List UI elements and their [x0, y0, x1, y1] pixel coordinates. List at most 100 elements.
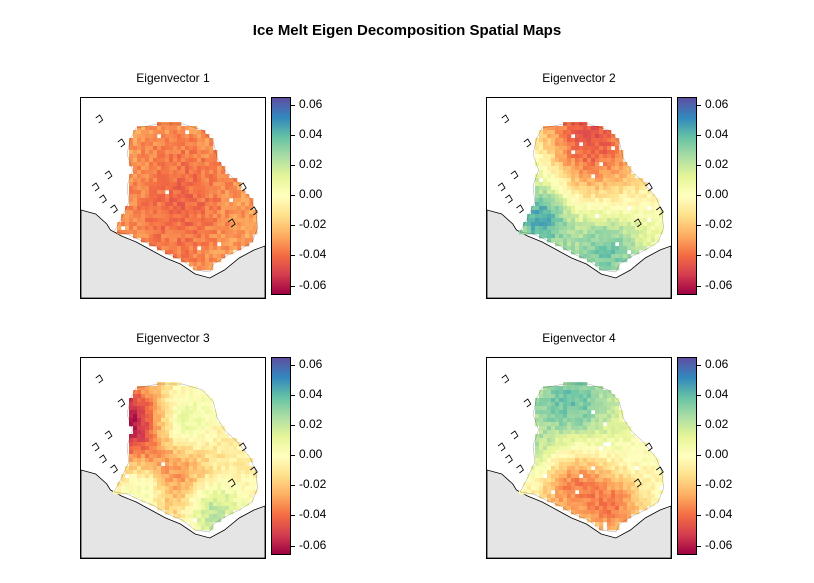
- heatmap-cell: [635, 222, 640, 227]
- heatmap-cell: [551, 166, 556, 171]
- heatmap-cell: [197, 206, 202, 211]
- heatmap-cell: [193, 478, 198, 483]
- heatmap-cell: [627, 194, 632, 199]
- heatmap-cell: [213, 218, 218, 223]
- heatmap-cell: [153, 414, 158, 419]
- heatmap-cell: [567, 506, 572, 511]
- heatmap-cell: [209, 218, 214, 223]
- heatmap-cell: [189, 434, 194, 439]
- heatmap-cell: [177, 218, 182, 223]
- heatmap-cell: [237, 246, 242, 251]
- heatmap-cell: [161, 142, 166, 147]
- heatmap-cell: [205, 522, 210, 527]
- heatmap-cell: [141, 206, 146, 211]
- heatmap-cell: [209, 174, 214, 179]
- heatmap-cell: [177, 154, 182, 159]
- heatmap-cell: [615, 254, 620, 259]
- heatmap-cell: [559, 178, 564, 183]
- heatmap-cell: [193, 194, 198, 199]
- heatmap-cell: [157, 394, 162, 399]
- heatmap-cell: [559, 450, 564, 455]
- heatmap-cell: [153, 130, 158, 135]
- heatmap-cell: [253, 222, 258, 227]
- heatmap-cell: [603, 218, 608, 223]
- heatmap-cell: [157, 490, 162, 495]
- heatmap-cell: [153, 454, 158, 459]
- heatmap-cell: [595, 190, 600, 195]
- heatmap-cell: [145, 470, 150, 475]
- heatmap-cell: [539, 186, 544, 191]
- heatmap-cell: [603, 410, 608, 415]
- heatmap-cell: [229, 454, 234, 459]
- heatmap-cell: [623, 510, 628, 515]
- heatmap-cell: [189, 190, 194, 195]
- heatmap-cell: [133, 494, 138, 499]
- heatmap-cell: [197, 466, 202, 471]
- heatmap-cell: [607, 478, 612, 483]
- heatmap-cell: [229, 190, 234, 195]
- heatmap-cell: [217, 482, 222, 487]
- chart-title: Ice Melt Eigen Decomposition Spatial Map…: [252, 22, 562, 39]
- heatmap-cell: [149, 470, 154, 475]
- heatmap-cell: [603, 190, 608, 195]
- heatmap-cell: [575, 138, 580, 143]
- heatmap-cell: [245, 214, 250, 219]
- heatmap-cell: [543, 454, 548, 459]
- heatmap-cell: [539, 422, 544, 427]
- heatmap-cell: [129, 422, 134, 427]
- heatmap-cell: [201, 482, 206, 487]
- heatmap-cell: [599, 478, 604, 483]
- heatmap-cell: [193, 434, 198, 439]
- heatmap-cell: [587, 210, 592, 215]
- heatmap-cell: [157, 238, 162, 243]
- heatmap-cell: [579, 454, 584, 459]
- heatmap-cell: [551, 214, 556, 219]
- heatmap-cell: [245, 478, 250, 483]
- heatmap-cell: [161, 174, 166, 179]
- heatmap-cell: [197, 398, 202, 403]
- heatmap-cell: [185, 170, 190, 175]
- heatmap-cell: [591, 494, 596, 499]
- heatmap-cell: [181, 450, 186, 455]
- heatmap-cell: [655, 494, 660, 499]
- heatmap-cell: [225, 182, 230, 187]
- heatmap-cell: [559, 394, 564, 399]
- heatmap-cell: [575, 130, 580, 135]
- heatmap-cell: [177, 398, 182, 403]
- heatmap-cell: [559, 482, 564, 487]
- heatmap-cell: [157, 438, 162, 443]
- heatmap-cell: [567, 382, 572, 387]
- heatmap-cell: [169, 146, 174, 151]
- heatmap-cell: [603, 130, 608, 135]
- heatmap-cell: [117, 490, 122, 495]
- heatmap-cell: [627, 210, 632, 215]
- heatmap-cell: [153, 218, 158, 223]
- heatmap-cell: [603, 242, 608, 247]
- heatmap-cell: [145, 418, 150, 423]
- heatmap-cell: [595, 154, 600, 159]
- heatmap-cell: [213, 474, 218, 479]
- heatmap-cell: [595, 406, 600, 411]
- heatmap-cell: [551, 482, 556, 487]
- heatmap-cell: [213, 414, 218, 419]
- heatmap-cell: [627, 226, 632, 231]
- heatmap-cell: [599, 390, 604, 395]
- heatmap-cell: [595, 434, 600, 439]
- heatmap-cell: [611, 246, 616, 251]
- heatmap-cell: [253, 230, 258, 235]
- heatmap-cell: [615, 182, 620, 187]
- heatmap-cell: [611, 182, 616, 187]
- heatmap-cell: [137, 494, 142, 499]
- heatmap-cell: [181, 402, 186, 407]
- heatmap-cell: [571, 226, 576, 231]
- heatmap-cell: [563, 150, 568, 155]
- heatmap-cell: [181, 394, 186, 399]
- region-outline: [113, 123, 258, 273]
- heatmap-cell: [157, 214, 162, 219]
- heatmap-cell: [173, 246, 178, 251]
- heatmap-cell: [189, 198, 194, 203]
- heatmap-cell: [595, 502, 600, 507]
- heatmap-cell: [575, 194, 580, 199]
- heatmap-cell: [567, 238, 572, 243]
- heatmap-cell: [611, 446, 616, 451]
